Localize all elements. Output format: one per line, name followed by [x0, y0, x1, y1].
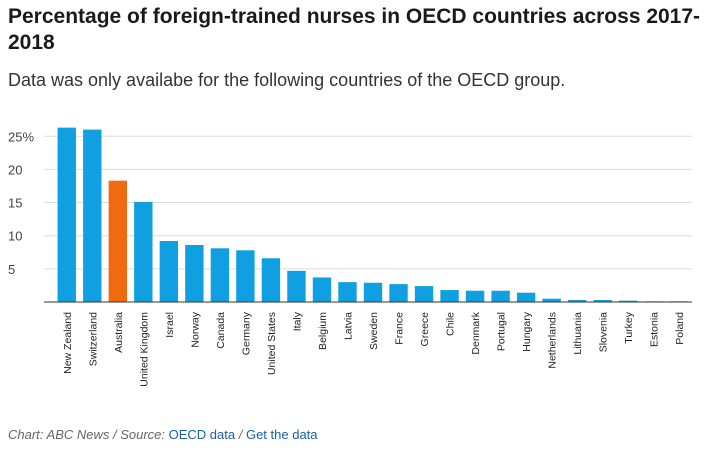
bar [363, 282, 383, 302]
bar [108, 180, 127, 302]
y-tick-label: 20 [8, 162, 22, 177]
x-tick-label: United Kingdom [138, 312, 150, 387]
bar [57, 127, 76, 302]
y-tick-label: 10 [8, 229, 22, 244]
bar [593, 300, 612, 302]
source-link[interactable]: OECD data [168, 427, 236, 442]
x-tick-label: Germany [240, 311, 252, 355]
bar [491, 290, 510, 302]
credit-text: Chart: ABC News / Source: [8, 427, 169, 442]
bar-chart: 5 10 15 20 25% New Zealand Switzerland Australi… [8, 127, 692, 387]
x-tick-label: United States [266, 312, 278, 375]
x-tick-label: Slovenia [598, 312, 610, 352]
bar [567, 300, 587, 302]
x-tick-label: Italy [291, 311, 303, 331]
x-tick-label: Netherlands [547, 312, 559, 369]
x-tick-label: Poland [674, 312, 686, 345]
bar [210, 248, 230, 302]
x-tick-label: Lithuania [572, 312, 584, 355]
x-tick-label: Sweden [368, 312, 380, 350]
bar [287, 270, 306, 302]
x-tick-label: Greece [419, 312, 431, 347]
chart-title: Percentage of foreign-trained nurses in … [8, 5, 701, 54]
x-tick-label: Israel [164, 312, 176, 338]
footer-separator: / [235, 427, 246, 442]
bar [516, 292, 536, 302]
chart-footer: Chart: ABC News / Source: OECD data / Ge… [8, 427, 318, 442]
x-tick-label: Chile [445, 312, 457, 336]
x-tick-label: Denmark [470, 311, 482, 354]
bar [619, 300, 638, 302]
x-tick-label: Portugal [496, 312, 508, 351]
x-tick-label: Belgium [317, 312, 329, 350]
bar [185, 244, 204, 302]
y-tick-label: 5 [8, 262, 15, 277]
x-tick-label: New Zealand [62, 312, 74, 374]
bar [159, 241, 179, 302]
bar [83, 129, 102, 302]
bar [261, 258, 281, 302]
x-tick-label: Switzerland [87, 312, 99, 366]
x-tick-label: Australia [113, 312, 125, 353]
bar [134, 201, 153, 302]
chart-subtitle: Data was only availabe for the following… [8, 70, 566, 90]
y-tick-label: 15 [8, 196, 22, 211]
bar [440, 290, 459, 302]
x-tick-label: Hungary [521, 311, 533, 351]
x-tick-label: Estonia [649, 312, 661, 347]
x-tick-label: Norway [189, 311, 201, 347]
bar [414, 286, 434, 302]
y-tick-label: 25% [8, 129, 34, 144]
get-data-link[interactable]: Get the data [245, 427, 318, 442]
x-tick-label: Turkey [623, 311, 635, 343]
bar [236, 250, 255, 302]
bar [338, 282, 357, 302]
bar [312, 277, 332, 302]
x-tick-label: France [394, 312, 406, 345]
x-tick-label: Canada [215, 312, 227, 349]
x-tick-label: Latvia [342, 312, 354, 340]
bar [542, 298, 561, 302]
bar [389, 284, 408, 302]
bar [465, 290, 485, 302]
